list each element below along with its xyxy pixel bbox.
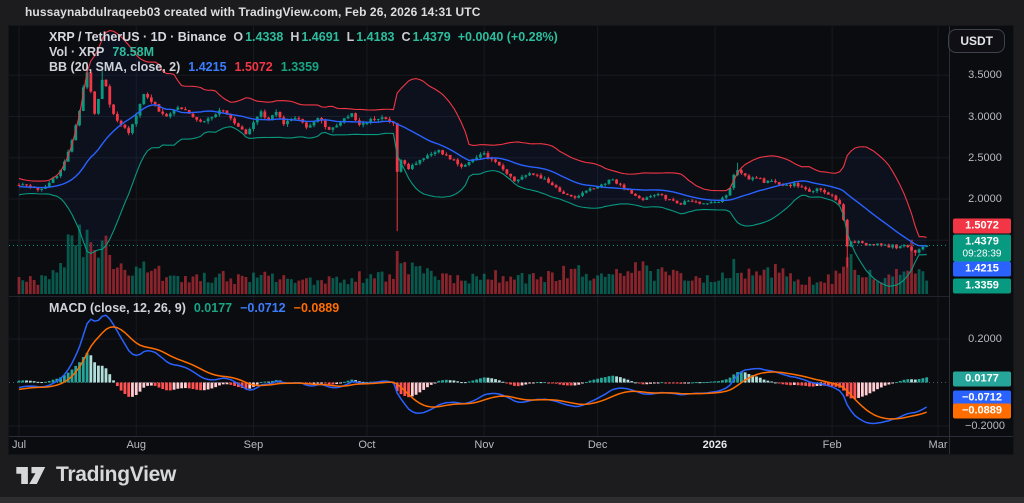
open-label: O	[233, 30, 244, 44]
countdown-timer: 09:28:39	[962, 248, 1002, 260]
chart-widget: XRP / TetherUS · 1D · Binance O 1.4338 H 1.4…	[8, 25, 1014, 455]
bb-legend-row[interactable]: BB (20, SMA, close, 2) 1.4215 1.5072 1.3359	[49, 60, 558, 75]
legend-block: XRP / TetherUS · 1D · Binance O 1.4338 H 1.4…	[49, 30, 558, 75]
macd-badge-1-value: −0.0712	[961, 391, 1003, 404]
attribution-text: hussaynabdulraqeeb03 created with Tradin…	[25, 5, 481, 19]
bb-basis-value: 1.4215	[188, 60, 227, 74]
open-value: 1.4338	[245, 30, 284, 44]
macd-tick-label: 0.2000	[968, 333, 1002, 345]
chart-canvas[interactable]	[9, 26, 1013, 454]
volume-legend-row[interactable]: Vol · XRP 78.58M	[49, 45, 558, 60]
macd-tick-label: −0.2000	[964, 420, 1006, 432]
low-value: 1.4183	[356, 30, 395, 44]
window-bottom-strip	[0, 497, 1024, 503]
macd-badge-2: −0.0889	[953, 403, 1011, 419]
tradingview-logo-icon	[16, 466, 46, 484]
currency-toggle-button[interactable]: USDT	[948, 29, 1005, 53]
symbol-legend-row[interactable]: XRP / TetherUS · 1D · Binance O 1.4338 H 1.4…	[49, 30, 558, 45]
time-label-oct: Oct	[358, 439, 376, 451]
macd-badge-2-value: −0.0889	[961, 404, 1003, 417]
price-badge-2-value: 1.4215	[965, 262, 999, 275]
macd-signal-value: −0.0889	[293, 301, 340, 315]
high-label: H	[290, 30, 300, 44]
footer-bar: TradingView	[0, 455, 1024, 497]
time-label-dec: Dec	[587, 439, 608, 451]
time-label-feb: Feb	[822, 439, 842, 451]
time-label-nov: Nov	[474, 439, 494, 451]
low-label: L	[346, 30, 355, 44]
tradingview-logo[interactable]: TradingView	[15, 463, 176, 487]
macd-badge-0-value: 0.0177	[965, 372, 999, 385]
volume-label: Vol · XRP	[49, 45, 105, 59]
macd-badge-1: −0.0712	[953, 390, 1011, 406]
tradingview-logo-text: TradingView	[56, 463, 177, 486]
macd-badge-0: 0.0177	[953, 371, 1011, 387]
price-badge-0-value: 1.5072	[965, 219, 999, 232]
price-badge-2: 1.4215	[953, 261, 1011, 277]
price-tick-label: 2.5000	[968, 151, 1002, 164]
price-tick-label: 3.5000	[968, 69, 1002, 82]
bb-label: BB (20, SMA, close, 2)	[49, 60, 181, 74]
price-badge-0: 1.5072	[953, 218, 1011, 234]
macd-hist-value: 0.0177	[193, 301, 233, 315]
price-badge-1-value: 1.4379	[965, 235, 999, 248]
macd-legend-row[interactable]: MACD (close, 12, 26, 9) 0.0177 −0.0712 −0.0…	[49, 301, 339, 315]
bb-upper-value: 1.5072	[234, 60, 273, 74]
price-badge-3-value: 1.3359	[965, 279, 999, 292]
time-label-jul: Jul	[11, 439, 27, 451]
time-label-mar: Mar	[928, 439, 948, 451]
time-label-sep: Sep	[243, 439, 264, 451]
close-value: 1.4379	[412, 30, 451, 44]
change-value: +0.0040 (+0.28%)	[457, 30, 558, 44]
symbol-title: XRP / TetherUS · 1D · Binance	[49, 30, 227, 44]
price-badge-1: 1.4379 09:28:39	[953, 234, 1011, 262]
macd-label: MACD (close, 12, 26, 9)	[49, 301, 186, 315]
close-label: C	[401, 30, 411, 44]
high-value: 1.4691	[301, 30, 340, 44]
volume-value: 78.58M	[112, 45, 155, 59]
price-tick-label: 3.0000	[968, 110, 1002, 123]
time-label-aug: Aug	[126, 439, 147, 451]
macd-line-value: −0.0712	[240, 301, 286, 315]
price-tick-label: 2.0000	[968, 193, 1002, 205]
time-label-2026: 2026	[702, 439, 728, 451]
price-badge-3: 1.3359	[953, 278, 1011, 294]
bb-lower-value: 1.3359	[280, 60, 319, 74]
